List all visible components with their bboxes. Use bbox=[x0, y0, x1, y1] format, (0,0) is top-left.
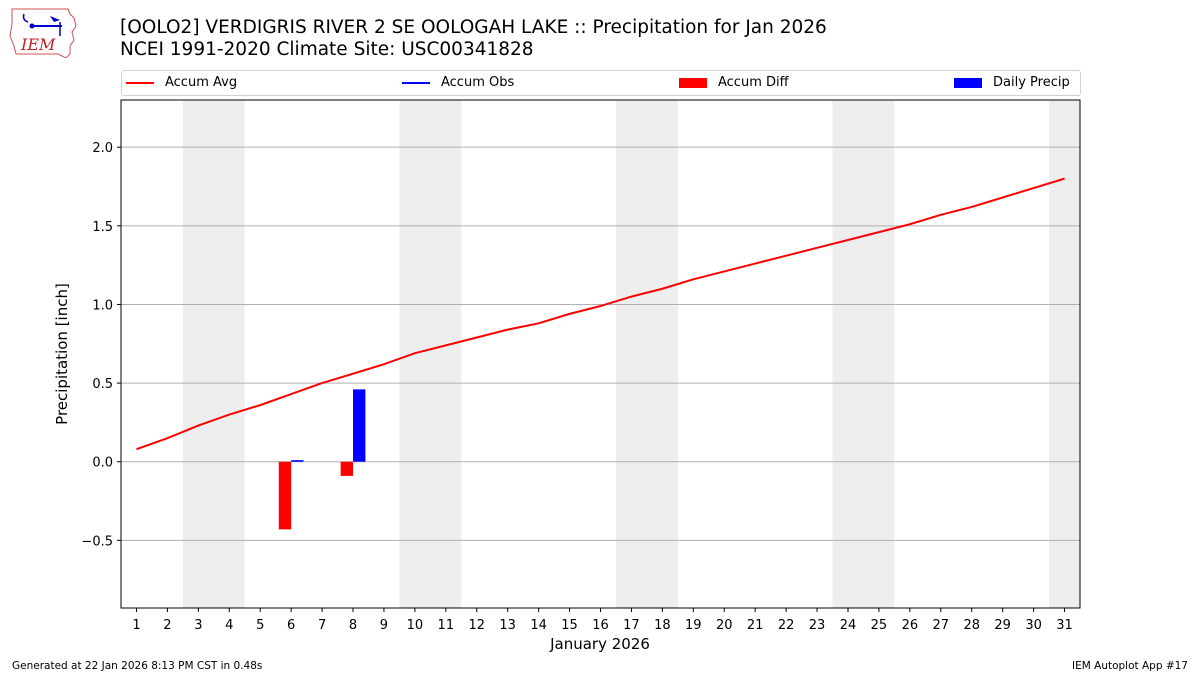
x-tick-label: 29 bbox=[994, 618, 1011, 633]
x-tick-label: 14 bbox=[530, 618, 547, 633]
x-tick-label: 4 bbox=[225, 618, 233, 633]
y-axis-label: Precipitation [inch] bbox=[53, 283, 71, 425]
app-credit: IEM Autoplot App #17 bbox=[1072, 660, 1188, 672]
legend-item-accum-obs: Accum Obs bbox=[402, 75, 514, 90]
x-tick-label: 10 bbox=[407, 618, 424, 633]
legend-item-daily-precip: Daily Precip bbox=[954, 75, 1070, 90]
x-tick-label: 30 bbox=[1025, 618, 1042, 633]
x-tick-label: 1 bbox=[132, 618, 140, 633]
chart-title: [OOLO2] VERDIGRIS RIVER 2 SE OOLOGAH LAK… bbox=[120, 17, 827, 61]
weekend-band bbox=[399, 100, 462, 608]
weekend-shading bbox=[182, 100, 1080, 608]
accum-diff-bar bbox=[340, 461, 354, 476]
x-tick-label: 11 bbox=[438, 618, 455, 633]
x-tick-label: 17 bbox=[623, 618, 640, 633]
accum-diff-bar bbox=[278, 461, 292, 530]
weekend-band bbox=[182, 100, 245, 608]
legend-item-accum-diff: Accum Diff bbox=[679, 75, 789, 90]
x-tick-label: 21 bbox=[747, 618, 764, 633]
x-tick-label: 7 bbox=[318, 618, 326, 633]
weekend-band bbox=[1049, 100, 1080, 608]
x-tick-label: 13 bbox=[499, 618, 516, 633]
x-tick-label: 19 bbox=[685, 618, 702, 633]
y-tick-label: 1.0 bbox=[92, 298, 113, 313]
x-tick-label: 12 bbox=[468, 618, 485, 633]
y-tick-label: 2.0 bbox=[92, 141, 113, 156]
x-tick-label: 28 bbox=[963, 618, 980, 633]
accum-avg-line bbox=[136, 177, 1065, 451]
title-line-1: [OOLO2] VERDIGRIS RIVER 2 SE OOLOGAH LAK… bbox=[120, 17, 827, 38]
x-tick-label: 2 bbox=[163, 618, 171, 633]
x-tick-label: 26 bbox=[902, 618, 919, 633]
x-tick-label: 16 bbox=[592, 618, 609, 633]
gridlines bbox=[121, 146, 1080, 541]
daily-precip-bar bbox=[291, 460, 304, 462]
y-tick-label: −0.5 bbox=[81, 534, 113, 549]
x-tick-label: 24 bbox=[840, 618, 857, 633]
x-tick-label: 8 bbox=[349, 618, 357, 633]
x-tick-label: 20 bbox=[716, 618, 733, 633]
title-line-2: NCEI 1991-2020 Climate Site: USC00341828 bbox=[120, 39, 534, 60]
x-tick-label: 9 bbox=[380, 618, 388, 633]
y-axis-ticks: −0.5 0.0 0.5 1.0 1.5 2.0 bbox=[81, 141, 121, 549]
generated-timestamp: Generated at 22 Jan 2026 8:13 PM CST in … bbox=[12, 660, 263, 672]
y-tick-label: 1.5 bbox=[92, 220, 113, 235]
y-tick-label: 0.0 bbox=[92, 456, 113, 471]
bars bbox=[278, 389, 366, 530]
chart-legend: Accum Avg Accum Obs Accum Diff Daily Pre… bbox=[121, 70, 1081, 96]
x-tick-label: 18 bbox=[654, 618, 671, 633]
axes-frame bbox=[120, 99, 1081, 609]
x-tick-label: 27 bbox=[933, 618, 950, 633]
x-tick-label: 6 bbox=[287, 618, 295, 633]
red-patch-swatch-icon bbox=[679, 77, 707, 88]
legend-label: Accum Diff bbox=[718, 75, 789, 90]
x-tick-label: 22 bbox=[778, 618, 795, 633]
x-tick-label: 3 bbox=[194, 618, 202, 633]
blue-line-swatch-icon bbox=[402, 81, 430, 84]
accum-avg-polyline bbox=[136, 177, 1065, 451]
legend-item-accum-avg: Accum Avg bbox=[126, 75, 237, 90]
red-line-swatch-icon bbox=[126, 81, 154, 84]
x-axis-ticks: 1 2 3 4 5 6 7 8 9 10 11 12 13 14 15 16 17 18 19 20 21 22 23 24 2… bbox=[132, 608, 1073, 633]
legend-label: Accum Avg bbox=[165, 75, 238, 90]
x-tick-label: 31 bbox=[1056, 618, 1073, 633]
legend-label: Accum Obs bbox=[441, 75, 515, 90]
x-tick-label: 25 bbox=[871, 618, 888, 633]
x-axis-label: January 2026 bbox=[549, 635, 650, 653]
iem-logo: IEM bbox=[8, 6, 80, 59]
x-tick-label: 23 bbox=[809, 618, 826, 633]
x-tick-label: 15 bbox=[561, 618, 578, 633]
weekend-band bbox=[832, 100, 895, 608]
logo-text: IEM bbox=[20, 35, 56, 54]
daily-precip-bar bbox=[353, 389, 366, 462]
x-tick-label: 5 bbox=[256, 618, 264, 633]
weekend-band bbox=[615, 100, 678, 608]
blue-patch-swatch-icon bbox=[954, 77, 982, 88]
legend-label: Daily Precip bbox=[993, 75, 1070, 90]
y-tick-label: 0.5 bbox=[92, 377, 113, 392]
